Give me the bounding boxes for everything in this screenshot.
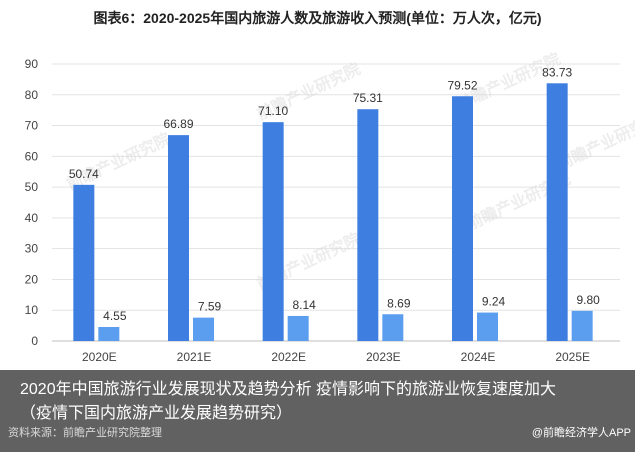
bar-series-2	[193, 317, 214, 341]
y-tick-label: 20	[25, 272, 39, 286]
data-label: 4.55	[103, 309, 127, 323]
y-tick-label: 90	[25, 57, 39, 71]
bar-series-2	[382, 314, 404, 341]
x-tick-label: 2023E	[366, 350, 401, 364]
bar-series-1	[168, 135, 189, 341]
data-label: 79.52	[447, 78, 477, 92]
y-tick-label: 0	[31, 334, 38, 348]
y-tick-label: 80	[25, 88, 39, 102]
bar-series-2	[287, 315, 309, 341]
bar-series-1	[546, 83, 568, 341]
x-tick-label: 2020E	[82, 350, 117, 364]
bar-series-1	[73, 184, 95, 341]
x-tick-label: 2024E	[461, 350, 496, 364]
article-caption[interactable]: 2020年中国旅游行业发展现状及趋势分析 疫情影响下的旅游业恢复速度加大（疫情下…	[20, 381, 557, 422]
data-label: 8.69	[387, 296, 411, 310]
bar-series-1	[262, 122, 284, 341]
source-note: 资料来源：前瞻产业研究院整理	[8, 427, 162, 439]
data-label: 75.31	[353, 91, 383, 105]
y-tick-label: 50	[25, 180, 39, 194]
data-label: 50.74	[69, 167, 99, 181]
chart-title: 图表6：2020-2025年国内旅游人数及旅游收入预测(单位：万人次，亿元)	[93, 10, 542, 26]
y-tick-label: 70	[25, 119, 39, 133]
data-label: 8.14	[292, 298, 316, 312]
app-credit: @前瞻经济学人APP	[531, 427, 631, 439]
bar-series-2	[477, 312, 498, 341]
data-label: 9.24	[482, 295, 506, 309]
bar-series-2	[571, 310, 593, 341]
bar-series-2	[98, 326, 120, 341]
bar-series-1	[452, 96, 473, 341]
y-tick-label: 10	[25, 303, 39, 317]
x-tick-label: 2021E	[177, 350, 212, 364]
bar-series-1	[357, 109, 379, 341]
watermark-text: 前瞻产业研究院	[64, 129, 174, 194]
y-tick-label: 40	[25, 211, 39, 225]
data-label: 71.10	[258, 104, 288, 118]
data-label: 66.89	[163, 117, 193, 131]
caption-overlay	[0, 370, 635, 452]
y-tick-label: 60	[25, 149, 39, 163]
data-label: 83.73	[542, 65, 572, 79]
y-tick-label: 30	[25, 242, 39, 256]
data-label: 7.59	[198, 300, 222, 314]
x-tick-label: 2025E	[555, 350, 590, 364]
data-label: 9.80	[576, 293, 600, 307]
x-tick-label: 2022E	[271, 350, 306, 364]
